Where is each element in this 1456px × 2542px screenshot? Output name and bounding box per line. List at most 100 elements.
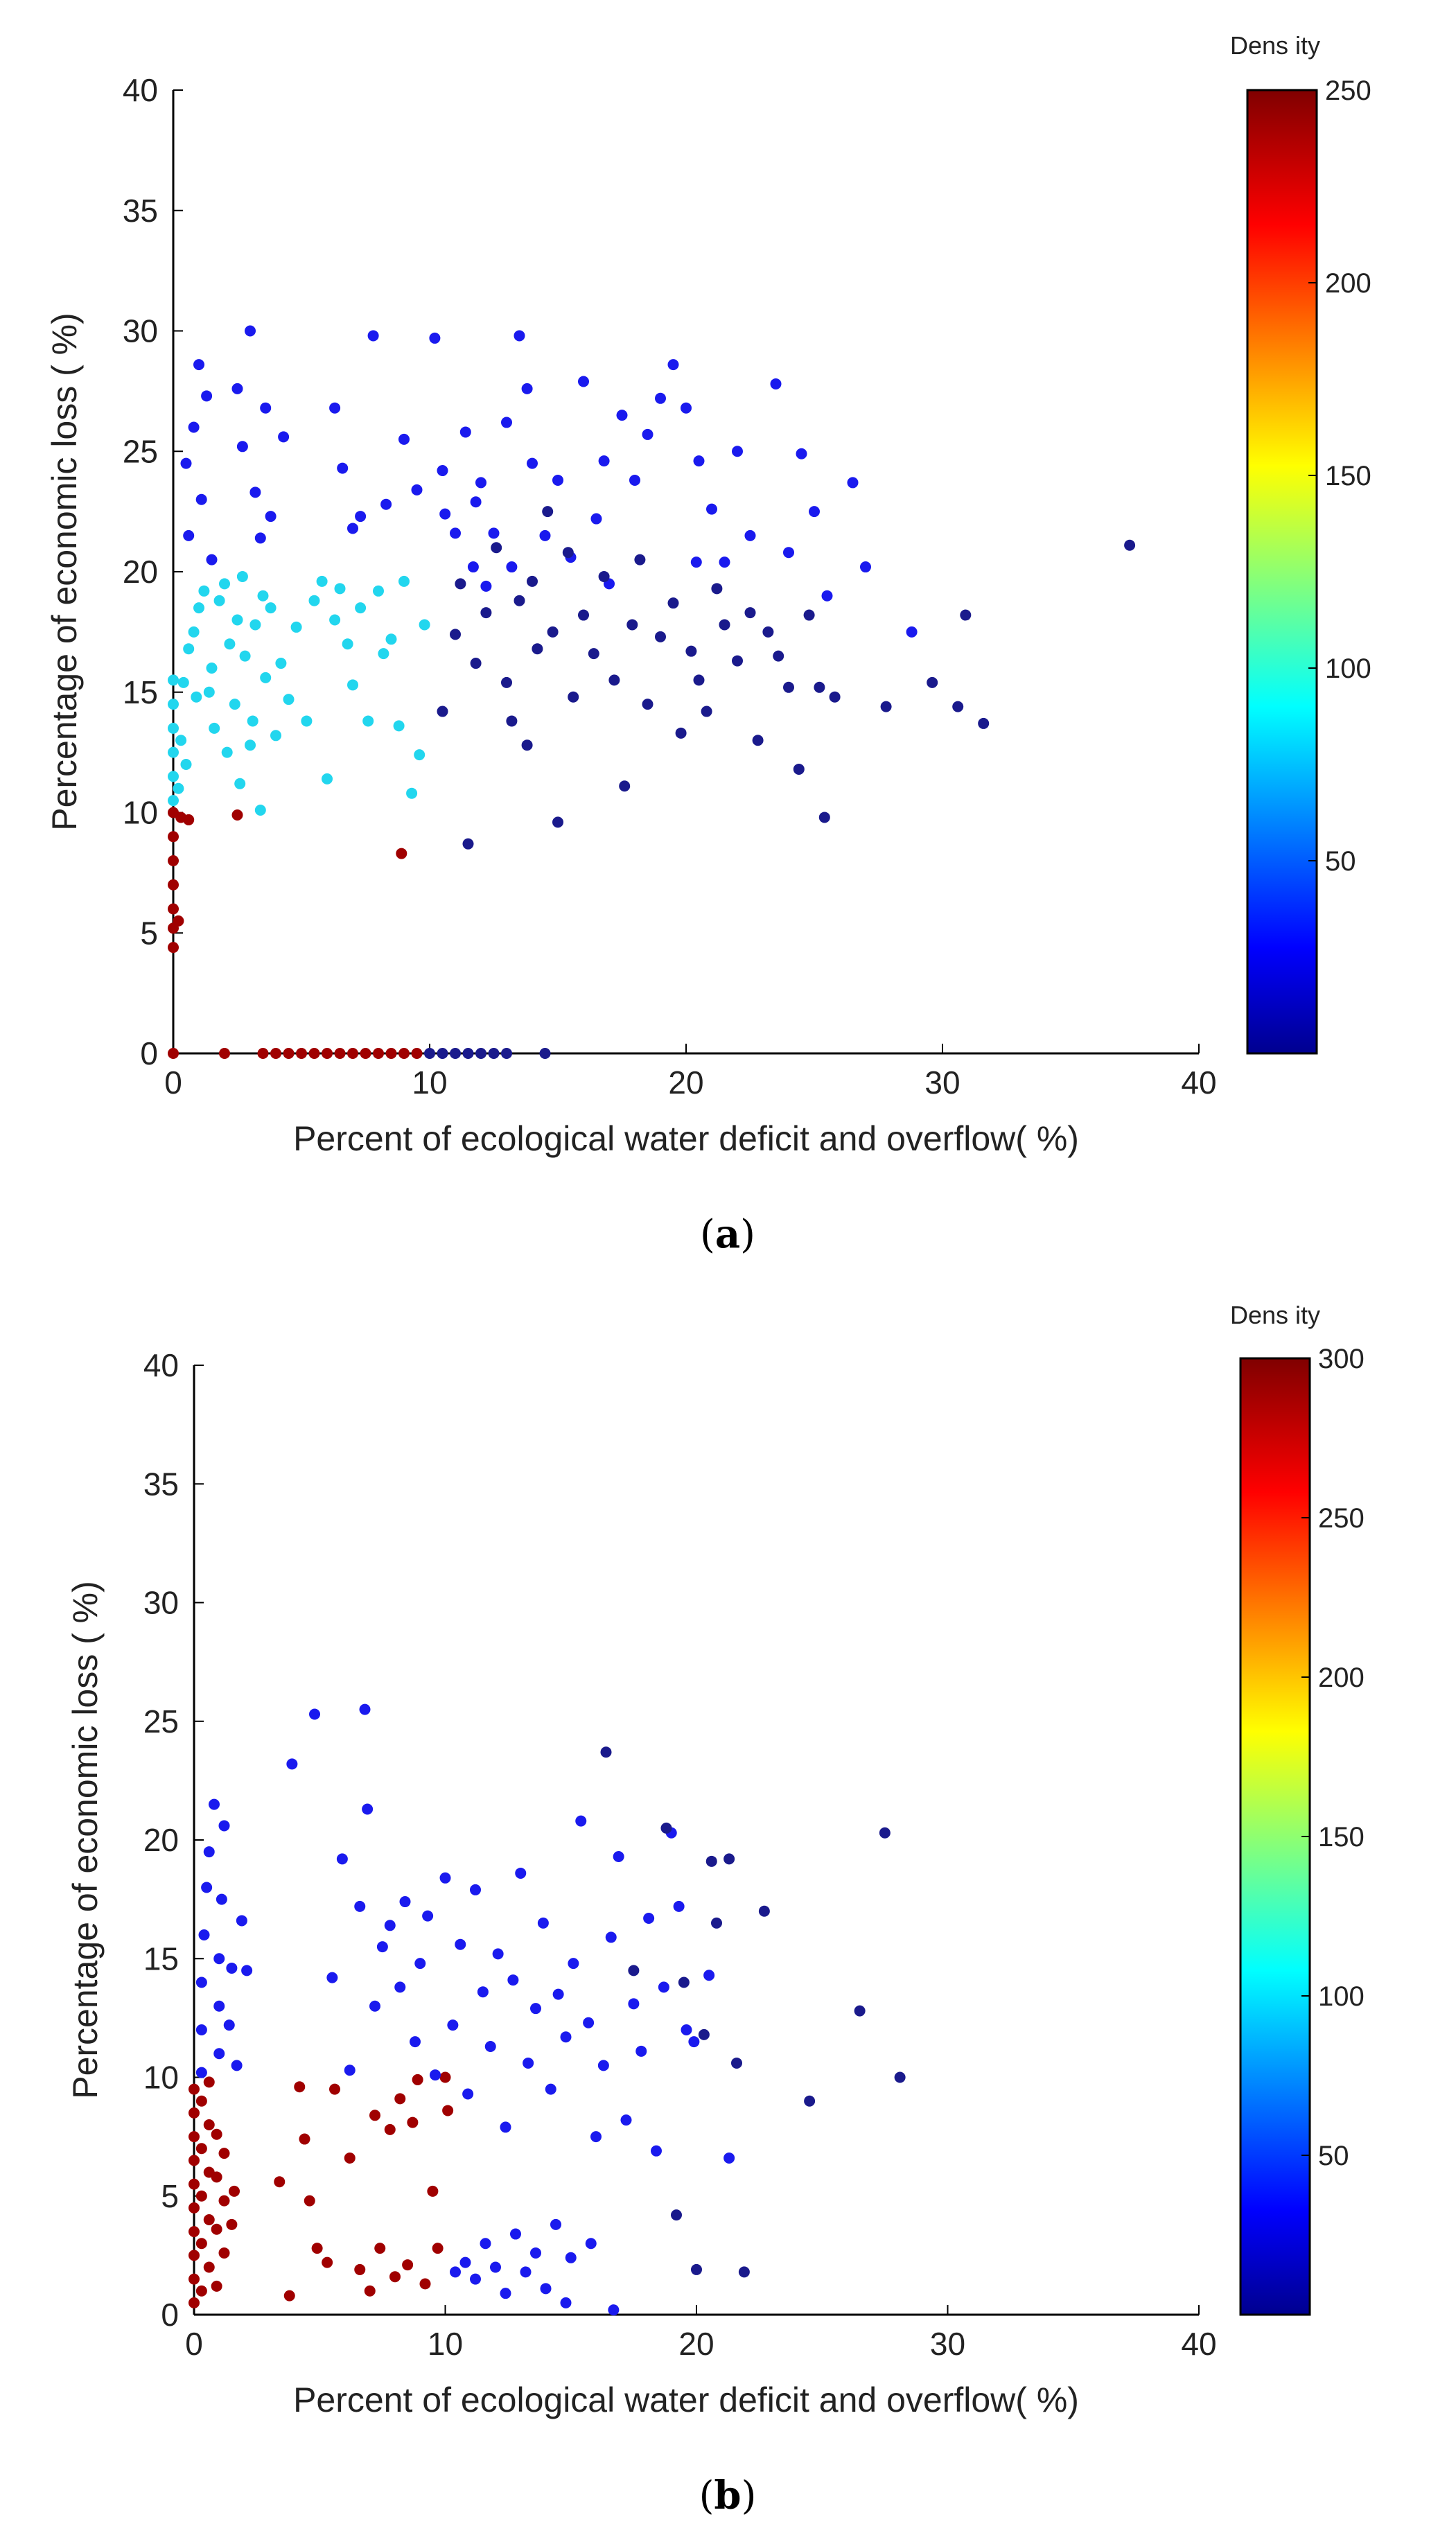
y-tick-label: 20 [123, 554, 158, 590]
scatter-point [316, 575, 328, 587]
scatter-point [439, 1872, 451, 1884]
scatter-point [455, 578, 466, 590]
x-tick-label: 20 [668, 1064, 703, 1101]
scatter-point [229, 699, 240, 710]
scatter-point [188, 2297, 200, 2308]
scatter-point [168, 746, 179, 758]
scatter-point [879, 1827, 891, 1839]
scatter-point [221, 746, 233, 758]
scatter-point [484, 2040, 496, 2052]
scatter-point [732, 655, 743, 667]
scatter-point [223, 2019, 235, 2031]
scatter-point [439, 2071, 451, 2083]
scatter-point [770, 378, 782, 389]
scatter-point [362, 1803, 374, 1815]
scatter-point [191, 691, 202, 703]
scatter-point [384, 2123, 396, 2135]
scatter-point [470, 496, 482, 508]
scatter-point [245, 739, 256, 751]
scatter-point [337, 462, 349, 474]
scatter-point [550, 2218, 561, 2230]
scatter-point [578, 609, 589, 621]
scatter-point [394, 1981, 406, 1993]
scatter-point [671, 2209, 682, 2221]
scatter-point [231, 2060, 243, 2071]
scatter-point [673, 1900, 685, 1912]
scatter-point [188, 2155, 200, 2166]
colorbar-tick-label: 200 [1325, 268, 1371, 299]
scatter-point [183, 643, 195, 655]
scatter-point [619, 780, 631, 792]
scatter-point [201, 1882, 213, 1893]
scatter-point [814, 681, 825, 693]
scatter-point [500, 2288, 511, 2299]
scatter-point [414, 1958, 426, 1970]
scatter-point [311, 2243, 323, 2254]
scatter-point [809, 506, 820, 518]
scatter-point [283, 2290, 295, 2302]
scatter-point [793, 763, 805, 775]
scatter-point [462, 2088, 474, 2100]
scatter-point [562, 547, 574, 559]
x-tick-label: 20 [678, 2326, 714, 2362]
scatter-point [229, 2185, 240, 2197]
scatter-point [245, 325, 256, 337]
scatter-point [257, 590, 269, 602]
scatter-point [283, 694, 295, 705]
scatter-point [209, 722, 220, 734]
colorbar-tick-label: 300 [1318, 1344, 1365, 1374]
scatter-point [299, 2133, 310, 2145]
scatter-point [430, 2069, 441, 2081]
scatter-point [218, 2148, 230, 2159]
scatter-point [719, 619, 730, 631]
scatter-point [322, 2256, 333, 2268]
scatter-point [188, 626, 200, 638]
scatter-point [414, 749, 426, 761]
scatter-point [216, 1893, 227, 1905]
scatter-point [236, 1915, 247, 1927]
scatter-point [239, 650, 251, 662]
scatter-point [634, 554, 646, 566]
scatter-point [203, 2214, 215, 2225]
scatter-point [224, 638, 236, 650]
scatter-point [411, 1048, 423, 1059]
scatter-point [854, 2005, 866, 2017]
scatter-point [773, 650, 784, 662]
scatter-point [206, 663, 218, 674]
axis-ticks: 0 10 20 30 40 0 5 10 15 20 25 30 35 40 [143, 1347, 1217, 2362]
scatter-point [254, 532, 266, 544]
scatter-point [213, 595, 225, 606]
colorbar-ticks: 50 100 150 200 250 300 [1301, 1344, 1365, 2171]
x-tick-label: 0 [185, 2326, 203, 2362]
scatter-point [168, 1048, 179, 1059]
scatter-point [500, 2121, 511, 2133]
scatter-point [301, 715, 313, 727]
scatter-point [389, 2271, 401, 2283]
scatter-point [783, 681, 794, 693]
scatter-point [552, 1988, 564, 2000]
scatter-point [1124, 539, 1136, 551]
scatter-point [600, 1746, 612, 1758]
scatter-point [384, 1920, 396, 1931]
colorbar [1239, 1357, 1311, 2316]
scatter-point [521, 739, 533, 751]
scatter-point [188, 2107, 200, 2119]
y-tick-label: 30 [143, 1585, 179, 1621]
y-tick-label: 25 [123, 433, 158, 469]
scatter-point [209, 1798, 220, 1810]
y-tick-label: 5 [161, 2178, 179, 2214]
scatter-point [231, 383, 243, 394]
scatter-point [290, 621, 302, 633]
scatter-point [706, 503, 717, 515]
scatter-point [605, 1931, 617, 1943]
scatter-point [693, 455, 705, 467]
scatter-point [247, 715, 258, 727]
scatter-point [359, 1703, 371, 1715]
scatter-point [613, 1850, 624, 1862]
scatter-point [195, 2238, 207, 2250]
scatter-point [168, 942, 179, 954]
scatter-point [492, 1948, 504, 1960]
scatter-point [211, 2223, 222, 2235]
scatter-point [545, 2083, 556, 2095]
